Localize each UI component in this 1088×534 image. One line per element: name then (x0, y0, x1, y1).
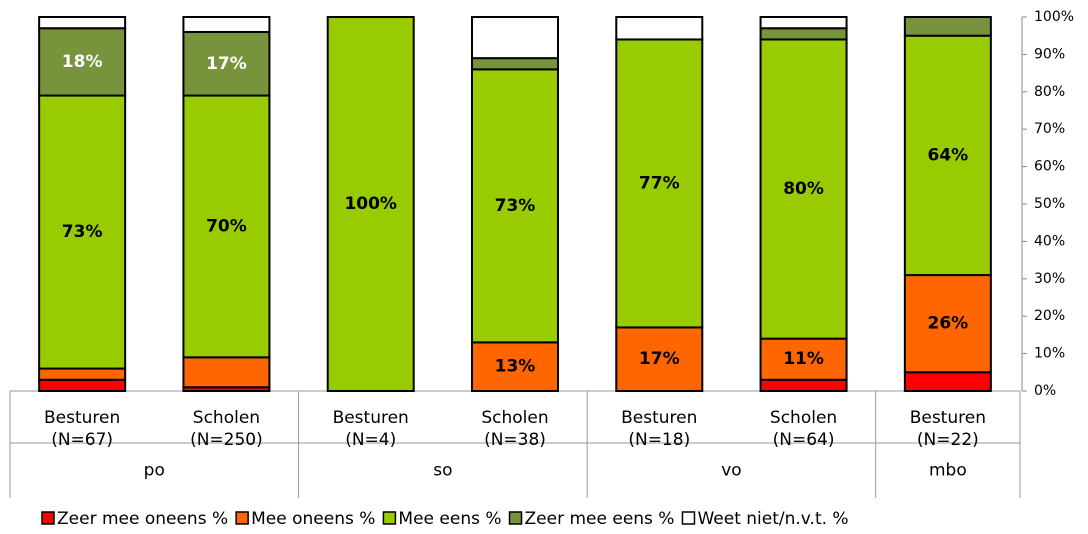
data-label: 17% (639, 349, 680, 369)
bar-segment (471, 57, 559, 71)
legend-swatch (235, 511, 249, 525)
data-label: 11% (783, 349, 824, 369)
legend-label: Mee oneens % (251, 509, 375, 529)
y-tick-label: 100% (1034, 9, 1074, 25)
bar-segment (615, 16, 704, 41)
x-tick-label: Scholen (N=64) (770, 408, 837, 450)
y-tick-label: 20% (1034, 308, 1065, 324)
x-tick-label: Besturen (N=4) (333, 408, 409, 450)
group-label: mbo (929, 461, 967, 481)
legend-label: Zeer mee oneens % (57, 509, 228, 529)
x-tick-label: Scholen (N=250) (190, 408, 263, 450)
x-tick-label: Besturen (N=18) (621, 408, 697, 450)
x-tick-label: Besturen (N=67) (44, 408, 120, 450)
legend-label: Weet niet/n.v.t. % (697, 509, 848, 529)
y-tick-label: 40% (1034, 233, 1065, 249)
bar-segment (182, 94, 271, 359)
bar-segment (615, 326, 704, 393)
legend-swatch (382, 511, 397, 525)
legend-swatch (508, 511, 523, 525)
bar-segment (471, 16, 559, 60)
bar-segment (182, 30, 271, 97)
bar-segment (38, 27, 127, 97)
bar-segment (903, 371, 992, 392)
x-tick-label: Scholen (N=38) (481, 408, 548, 450)
bar-segment (903, 274, 992, 374)
bar-segment (182, 356, 271, 389)
bar-segment (38, 16, 127, 30)
bar-segment (759, 16, 848, 30)
y-tick-label: 80% (1034, 84, 1065, 100)
data-label: 17% (206, 54, 247, 74)
data-label: 26% (928, 314, 969, 334)
bar-segment (326, 16, 415, 392)
bar-segment (38, 378, 127, 392)
group-label: so (433, 461, 452, 481)
bar-segment (759, 337, 848, 381)
y-tick-label: 30% (1034, 271, 1065, 287)
y-tick-label: 50% (1034, 196, 1065, 212)
bar-segment (903, 34, 992, 277)
bar-segment (759, 27, 848, 41)
data-label: 18% (62, 52, 103, 72)
y-tick-label: 10% (1034, 346, 1065, 362)
y-tick-label: 0% (1034, 383, 1056, 399)
group-label: po (144, 461, 165, 481)
bar-segment (759, 38, 848, 340)
y-tick-label: 60% (1034, 159, 1065, 175)
data-label: 70% (206, 216, 247, 236)
bar-segment (903, 16, 992, 37)
bar-segment (182, 16, 271, 33)
data-label: 64% (928, 145, 969, 165)
data-label: 80% (783, 179, 824, 199)
bar-segment (759, 378, 848, 392)
group-label: vo (721, 461, 741, 481)
legend-swatch (681, 511, 696, 525)
legend-label: Mee eens % (398, 509, 501, 529)
data-label: 73% (495, 196, 536, 216)
legend-label: Zeer mee eens % (525, 509, 675, 529)
y-tick-label: 70% (1034, 121, 1065, 137)
legend-swatch (41, 511, 55, 525)
data-label: 73% (62, 222, 103, 242)
y-tick-label: 90% (1034, 46, 1065, 62)
bar-segment (471, 341, 559, 393)
bar-segment (615, 38, 704, 329)
data-label: 13% (495, 357, 536, 377)
x-tick-label: Besturen (N=22) (910, 408, 986, 450)
data-label: 100% (344, 194, 397, 214)
bar-segment (38, 367, 127, 381)
data-label: 77% (639, 173, 680, 193)
